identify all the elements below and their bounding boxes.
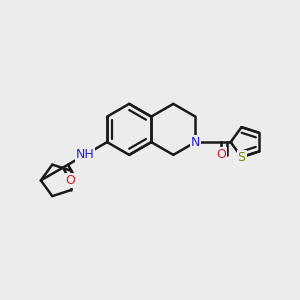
Text: O: O: [66, 174, 76, 188]
Text: N: N: [191, 136, 200, 148]
Text: NH: NH: [76, 148, 94, 161]
Text: O: O: [216, 148, 226, 161]
Text: S: S: [238, 151, 245, 164]
